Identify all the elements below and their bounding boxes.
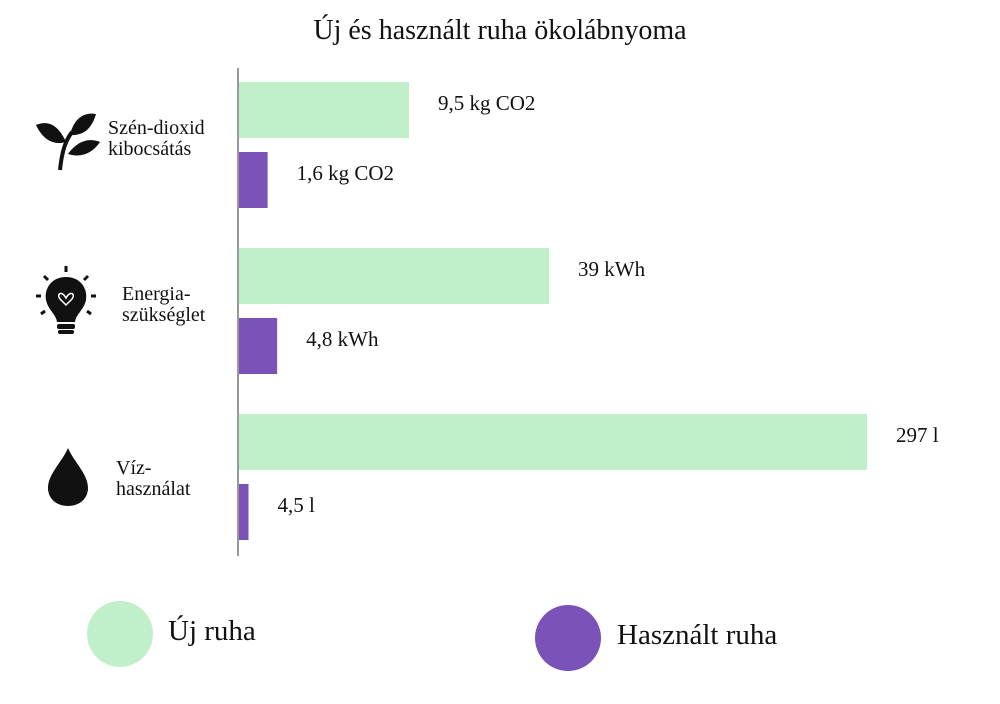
legend-swatch — [87, 601, 153, 667]
drop-icon — [48, 448, 88, 506]
legend-label: Új ruha — [168, 615, 256, 647]
bar — [239, 484, 249, 540]
bar — [239, 318, 278, 374]
legend-swatch — [535, 605, 601, 671]
value-label: 1,6 kg CO2 — [296, 161, 395, 185]
bar — [239, 82, 409, 138]
bar — [239, 248, 549, 304]
value-label: 297 l — [896, 423, 939, 447]
value-label: 39 kWh — [578, 257, 646, 281]
category-label: Energia- szükséglet — [122, 283, 206, 326]
bulb-icon — [36, 266, 96, 334]
bar — [239, 152, 268, 208]
value-label: 9,5 kg CO2 — [438, 91, 536, 115]
leaf-icon — [36, 113, 100, 171]
chart-title: Új és használt ruha ökolábnyoma — [313, 15, 687, 46]
category-label: Szén-dioxid kibocsátás — [108, 117, 205, 160]
value-label: 4,8 kWh — [306, 327, 379, 351]
bar — [239, 414, 867, 470]
category-label: Víz- használat — [116, 457, 191, 500]
legend-label: Használt ruha — [617, 619, 778, 651]
value-label: 4,5 l — [277, 493, 315, 517]
